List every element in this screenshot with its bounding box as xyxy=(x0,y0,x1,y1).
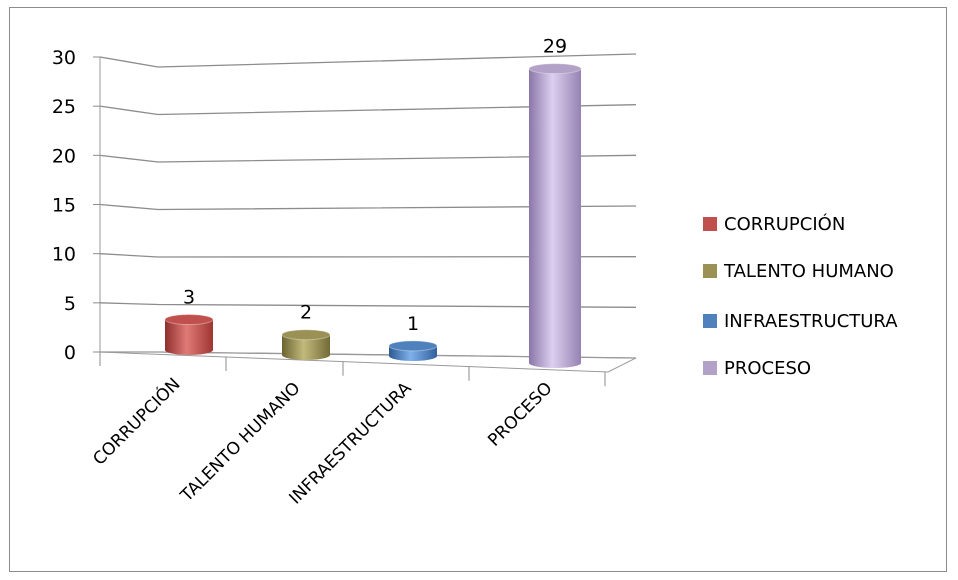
x-category-label: TALENTO HUMANO xyxy=(176,378,304,506)
gridline xyxy=(99,104,637,116)
legend-label: INFRAESTRUCTURA xyxy=(724,311,898,332)
legend-swatch xyxy=(703,264,717,278)
y-tick-label: 20 xyxy=(52,145,76,167)
legend-item: TALENTO HUMANO xyxy=(703,261,894,282)
gridline xyxy=(99,302,637,308)
y-axis: 0 5 10 15 20 25 30 xyxy=(52,47,100,364)
legend-label: PROCESO xyxy=(724,358,811,379)
legend-swatch xyxy=(703,217,717,231)
legend: CORRUPCIÓN TALENTO HUMANO INFRAESTRUCTURA P… xyxy=(703,213,898,379)
bar-top xyxy=(281,329,331,341)
bar xyxy=(528,63,582,369)
legend-item: PROCESO xyxy=(703,358,811,379)
data-label: 3 xyxy=(183,287,195,309)
x-category-label: INFRAESTRUCTURA xyxy=(286,378,416,508)
legend-item: CORRUPCIÓN xyxy=(703,213,845,235)
x-category-label: PROCESO xyxy=(484,378,556,450)
bar xyxy=(388,340,438,361)
gridline xyxy=(99,154,637,163)
legend-item: INFRAESTRUCTURA xyxy=(703,311,898,332)
gridline xyxy=(99,253,637,258)
y-tick-label: 0 xyxy=(64,342,76,364)
bars: 3 2 1 29 xyxy=(164,36,582,369)
data-label: 1 xyxy=(407,313,419,335)
bar xyxy=(164,314,214,355)
y-tick-label: 25 xyxy=(52,96,76,118)
x-category-label: CORRUPCIÓN xyxy=(88,373,185,470)
legend-swatch xyxy=(703,361,717,375)
y-tick-label: 30 xyxy=(52,47,76,69)
gridline xyxy=(99,203,637,211)
gridline xyxy=(99,53,637,68)
bar-top xyxy=(388,340,438,352)
legend-label: TALENTO HUMANO xyxy=(723,261,894,282)
bar-body xyxy=(529,68,581,369)
legend-swatch xyxy=(703,314,717,328)
y-tick-label: 10 xyxy=(52,244,76,266)
floor xyxy=(99,351,637,373)
bar-top xyxy=(528,63,582,75)
bar-top xyxy=(164,314,214,326)
y-tick-label: 5 xyxy=(64,293,76,315)
bar-body xyxy=(165,319,213,355)
data-label: 2 xyxy=(300,302,312,324)
y-tick-label: 15 xyxy=(52,195,76,217)
chart-frame xyxy=(9,7,947,572)
legend-label: CORRUPCIÓN xyxy=(724,213,845,235)
bar-body xyxy=(282,334,330,360)
data-label: 29 xyxy=(543,36,567,58)
bar xyxy=(281,329,331,360)
